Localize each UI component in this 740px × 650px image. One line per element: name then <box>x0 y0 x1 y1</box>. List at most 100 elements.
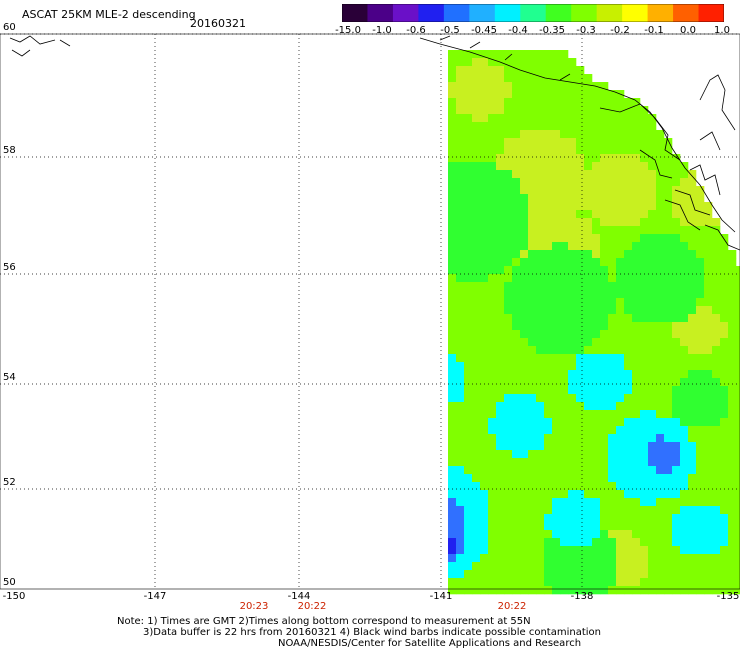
swath-cell <box>592 554 601 563</box>
swath-cell <box>504 130 513 139</box>
swath-cell <box>472 418 481 427</box>
swath-cell <box>576 554 585 563</box>
swath-cell <box>560 50 569 59</box>
swath-cell <box>736 554 740 563</box>
swath-cell <box>616 218 625 227</box>
swath-cell <box>520 394 529 403</box>
swath-cell <box>544 58 553 67</box>
swath-cell <box>536 90 545 99</box>
swath-cell <box>544 146 553 155</box>
swath-cell <box>600 474 609 483</box>
swath-cell <box>544 578 553 587</box>
swath-cell <box>632 482 641 491</box>
swath-cell <box>632 394 641 403</box>
swath-cell <box>656 258 665 267</box>
swath-cell <box>640 410 649 419</box>
swath-cell <box>664 418 673 427</box>
swath-cell <box>672 234 681 243</box>
swath-cell <box>712 426 721 435</box>
swath-cell <box>568 538 577 547</box>
swath-cell <box>552 330 561 339</box>
swath-cell <box>584 474 593 483</box>
swath-cell <box>584 490 593 499</box>
swath-cell <box>704 330 713 339</box>
swath-cell <box>592 538 601 547</box>
swath-cell <box>600 274 609 283</box>
swath-cell <box>728 546 737 555</box>
swath-cell <box>552 250 561 259</box>
swath-cell <box>616 570 625 579</box>
swath-cell <box>536 442 545 451</box>
swath-cell <box>560 442 569 451</box>
swath-cell <box>640 442 649 451</box>
swath-cell <box>504 66 513 75</box>
swath-cell <box>624 474 633 483</box>
swath-cell <box>712 338 721 347</box>
swath-cell <box>552 98 561 107</box>
swath-cell <box>448 314 457 323</box>
swath-cell <box>520 346 529 355</box>
swath-cell <box>520 354 529 363</box>
swath-cell <box>712 226 721 235</box>
swath-cell <box>664 210 673 219</box>
swath-cell <box>600 570 609 579</box>
swath-cell <box>448 290 457 299</box>
swath-cell <box>728 410 737 419</box>
swath-cell <box>656 266 665 275</box>
swath-cell <box>728 450 737 459</box>
swath-cell <box>616 154 625 163</box>
swath-cell <box>584 82 593 91</box>
swath-cell <box>576 274 585 283</box>
swath-cell <box>480 442 489 451</box>
swath-cell <box>648 322 657 331</box>
swath-cell <box>688 402 697 411</box>
swath-cell <box>456 170 465 179</box>
swath-cell <box>488 426 497 435</box>
swath-cell <box>544 570 553 579</box>
swath-cell <box>496 442 505 451</box>
swath-cell <box>672 314 681 323</box>
swath-cell <box>656 186 665 195</box>
swath-cell <box>648 434 657 443</box>
swath-cell <box>696 194 705 203</box>
swath-cell <box>512 234 521 243</box>
swath-cell <box>464 354 473 363</box>
swath-cell <box>496 506 505 515</box>
swath-cell <box>480 186 489 195</box>
swath-cell <box>568 266 577 275</box>
swath-cell <box>496 162 505 171</box>
swath-cell <box>520 370 529 379</box>
swath-cell <box>576 506 585 515</box>
swath-cell <box>448 258 457 267</box>
swath-cell <box>496 306 505 315</box>
swath-cell <box>456 514 465 523</box>
swath-cell <box>512 266 521 275</box>
swath-cell <box>608 530 617 539</box>
swath-cell <box>584 506 593 515</box>
swath-cell <box>568 338 577 347</box>
swath-cell <box>448 378 457 387</box>
swath-cell <box>456 146 465 155</box>
swath-cell <box>552 218 561 227</box>
swath-cell <box>664 546 673 555</box>
swath-cell <box>624 450 633 459</box>
swath-cell <box>640 482 649 491</box>
swath-cell <box>496 218 505 227</box>
swath-cell <box>480 330 489 339</box>
swath-cell <box>640 274 649 283</box>
swath-cell <box>704 498 713 507</box>
swath-cell <box>544 266 553 275</box>
swath-cell <box>464 218 473 227</box>
swath-cell <box>600 482 609 491</box>
swath-cell <box>464 122 473 131</box>
swath-cell <box>472 106 481 115</box>
swath-cell <box>480 250 489 259</box>
swath-cell <box>552 66 561 75</box>
swath-cell <box>496 570 505 579</box>
swath-cell <box>456 290 465 299</box>
swath-cell <box>560 562 569 571</box>
swath-cell <box>624 258 633 267</box>
swath-cell <box>608 114 617 123</box>
swath-cell <box>472 450 481 459</box>
swath-cell <box>544 338 553 347</box>
